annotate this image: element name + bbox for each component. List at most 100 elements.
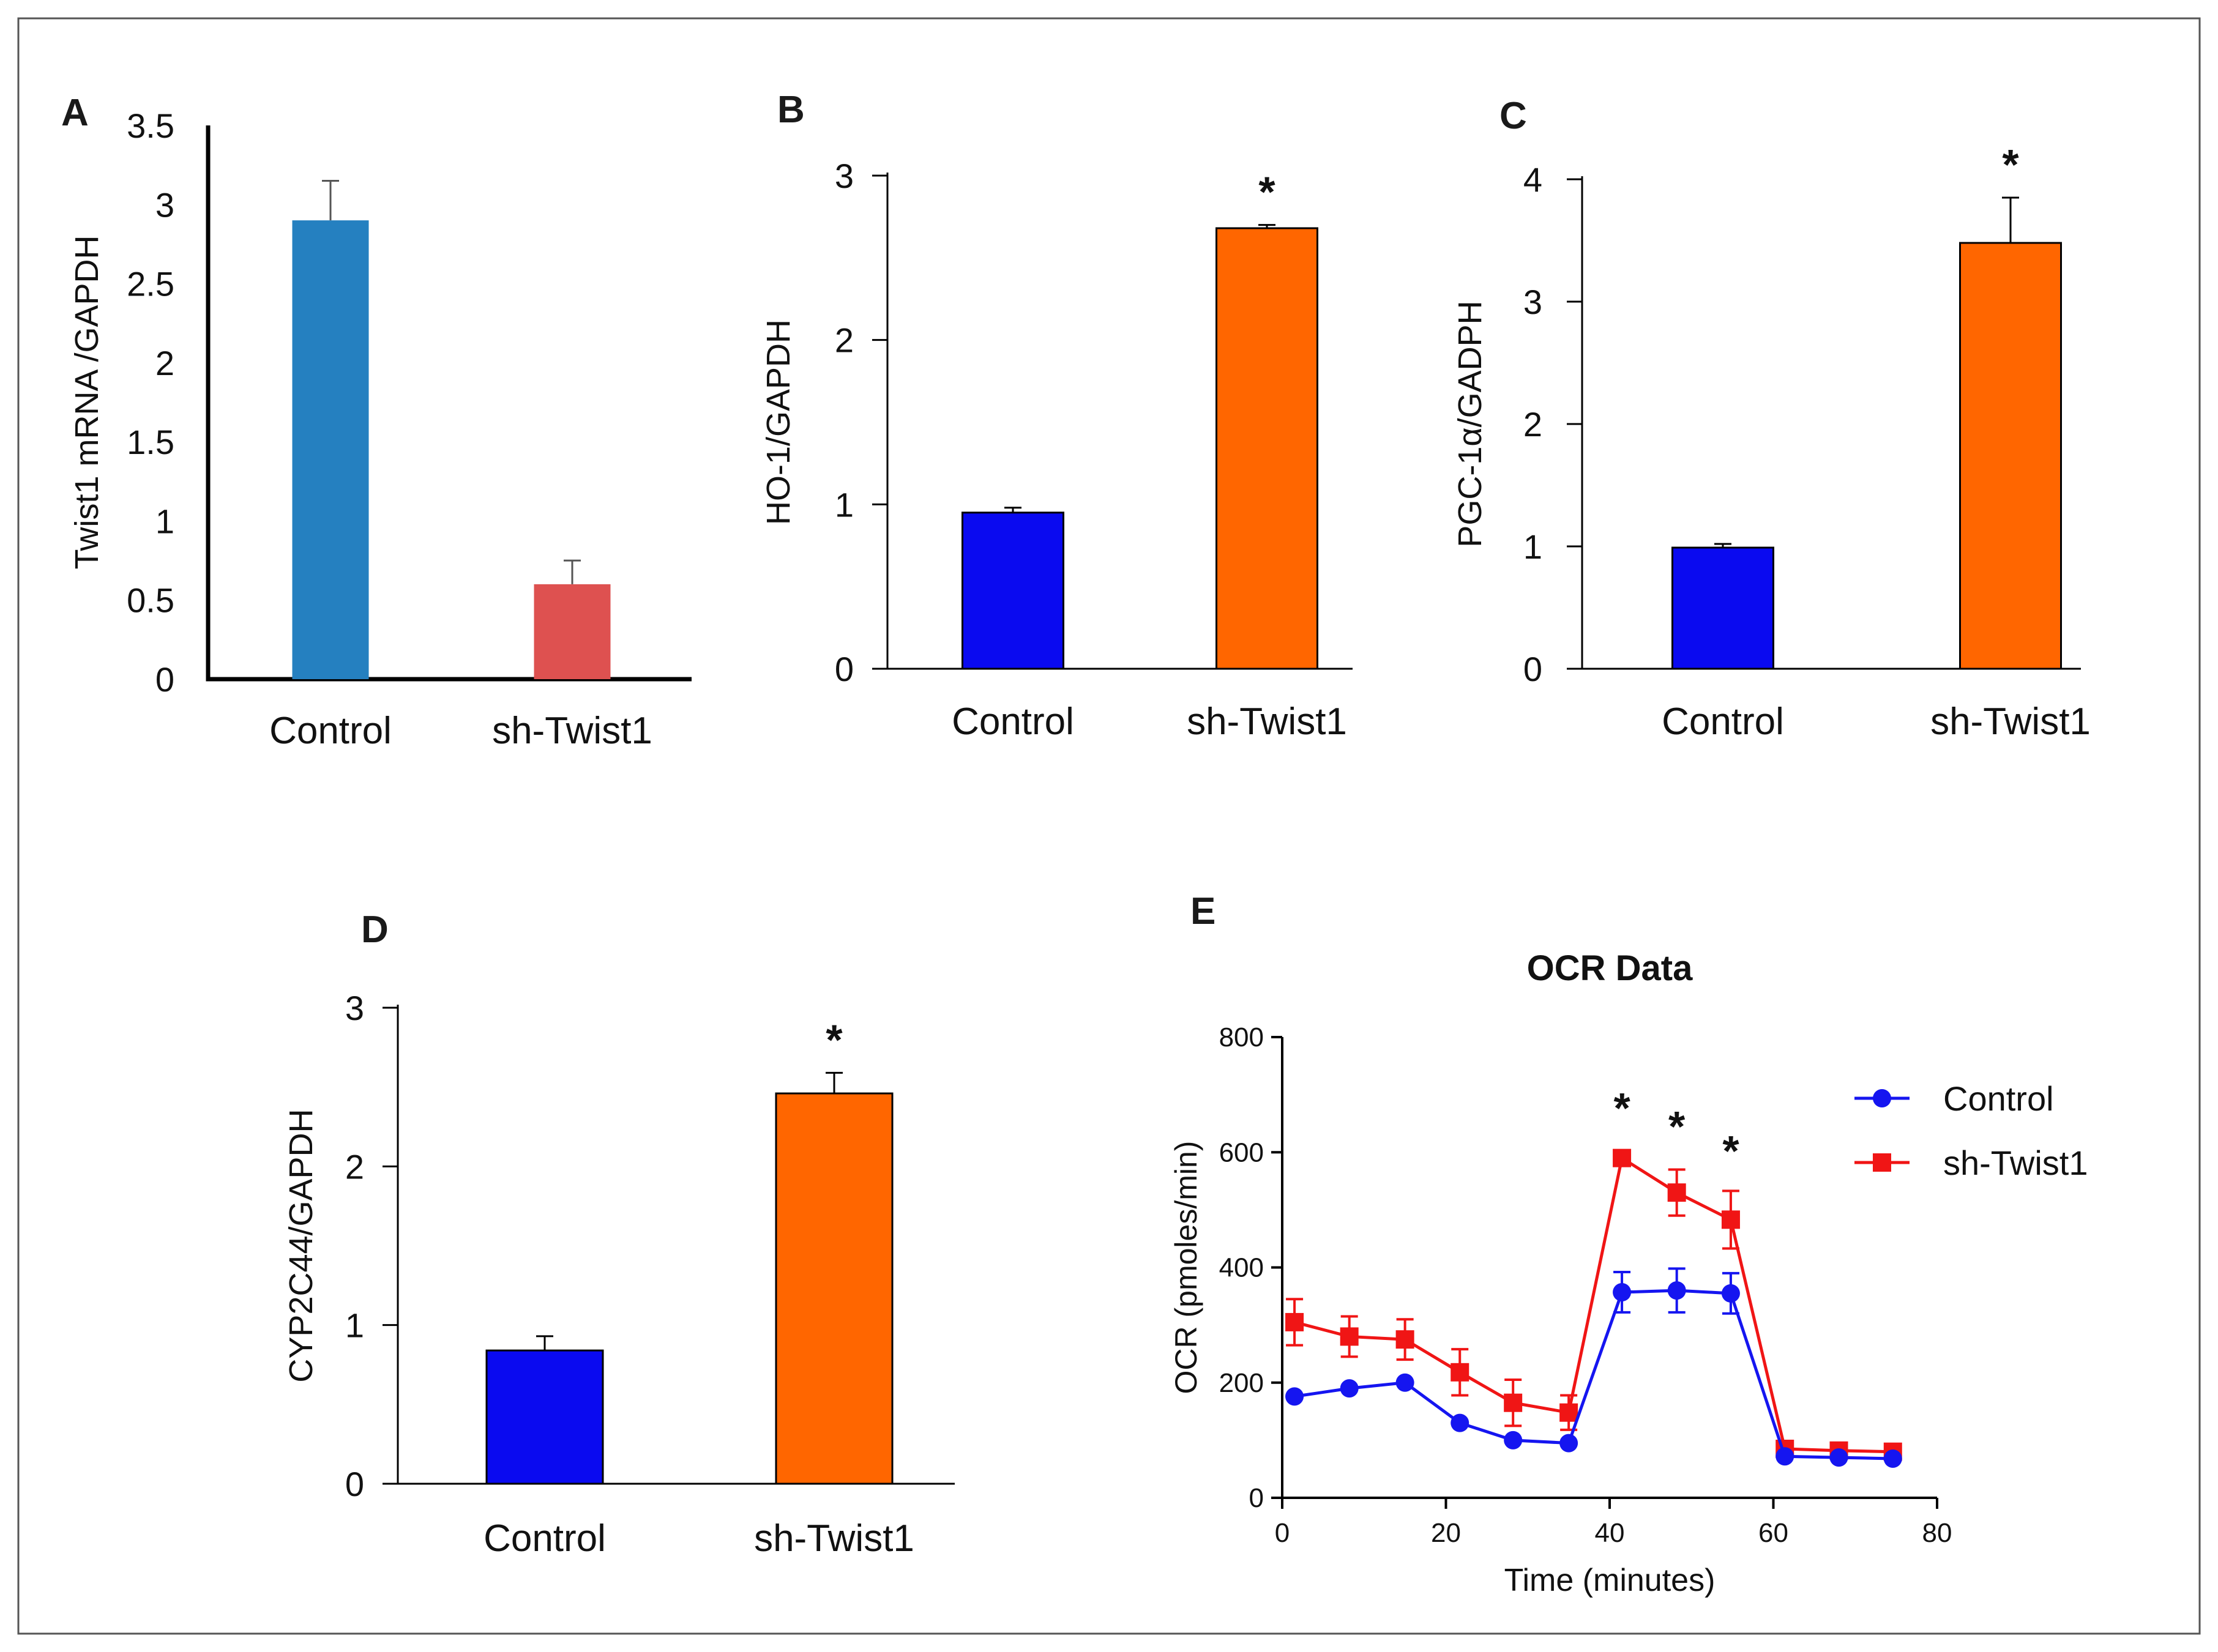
significance-marker: * [1258,168,1275,216]
data-point [1883,1449,1902,1468]
category-label: Control [1662,701,1784,743]
category-label: sh-Twist1 [754,1517,914,1560]
figure-border [17,17,2201,1635]
legend-marker [1873,1089,1891,1107]
panel-c: C 0 1 2 3 4 PGC-1α/GADPH Control sh-Twist1 * [1452,95,2091,743]
bar-control [292,220,369,680]
bar-control [962,512,1064,670]
significance-marker: * [1668,1103,1686,1150]
data-point [1721,1210,1740,1229]
y-tick-label: 3 [155,185,174,224]
legend: Control sh-Twist1 [1854,1079,2088,1182]
y-tick-label: 2 [155,344,174,382]
y-tick-label: 1 [835,485,854,524]
data-point [1395,1330,1414,1349]
x-tick-label: 20 [1431,1518,1461,1548]
y-axis-title: Twist1 mRNA /GAPDH [69,235,105,569]
panel-label-c: C [1499,95,1527,137]
x-axis-title: Time (minutes) [1504,1563,1716,1598]
data-point [1613,1148,1632,1167]
y-tick-label: 1 [1523,527,1542,566]
y-tick-label: 600 [1219,1137,1264,1167]
series-control [1285,1267,1902,1468]
bar-sh-twist1 [775,1092,894,1485]
data-point [1559,1403,1578,1422]
category-label: sh-Twist1 [492,710,652,752]
data-point [1340,1327,1359,1346]
data-point [1776,1447,1794,1466]
data-point [1721,1284,1740,1303]
y-tick-label: 0 [835,650,854,688]
x-tick-label: 60 [1758,1518,1788,1548]
y-tick-label: 1 [345,1306,364,1345]
y-axis-title: PGC-1α/GADPH [1452,300,1488,547]
bar-sh-twist1 [534,584,611,679]
series-sh-twist1 [1285,1148,1902,1461]
category-label: sh-Twist1 [1187,701,1347,743]
y-tick-label: 3.5 [127,106,174,145]
y-tick-label: 0.5 [127,581,174,620]
x-tick-label: 0 [1275,1518,1290,1548]
category-label: Control [952,701,1074,743]
y-axis-title: CYP2C44/GAPDH [283,1109,319,1382]
data-point [1340,1379,1359,1398]
y-tick-label: 400 [1219,1253,1264,1283]
significance-marker: * [1722,1127,1739,1175]
data-point [1613,1282,1632,1301]
y-tick-label: 0 [1523,650,1542,688]
y-tick-label: 1 [155,502,174,540]
data-point [1395,1373,1414,1392]
legend-marker [1873,1153,1891,1172]
y-tick-label: 4 [1523,160,1542,199]
y-tick-label: 2 [345,1147,364,1186]
panel-d: D 0 1 2 3 CYP2C44/GAPDH Control sh-Twist1 * [283,909,955,1560]
legend-label: Control [1943,1079,2054,1118]
bar-control [485,1349,604,1485]
y-axis-title: HO-1/GAPDH [760,319,797,525]
data-point [1667,1183,1686,1202]
category-label: Control [484,1517,606,1560]
data-point [1667,1281,1686,1300]
category-label: Control [269,710,392,752]
bar-sh-twist1 [1215,227,1318,670]
significance-marker: * [2002,141,2019,188]
significance-marker: * [1613,1084,1630,1132]
panel-label-e: E [1190,890,1215,932]
data-point [1451,1413,1469,1432]
panel-e: E OCR Data 0 200 400 600 800 0 20 40 60 80 Time (min… [1169,890,2088,1598]
data-point [1285,1312,1304,1331]
data-point [1504,1393,1523,1412]
panel-a: A 0 0.5 1 1.5 2 2.5 3 3.5 Twist1 mRNA /GAPDH Contr… [61,92,692,752]
legend-label: sh-Twist1 [1943,1144,2088,1182]
y-tick-label: 200 [1219,1368,1264,1398]
y-tick-label: 1.5 [127,423,174,461]
y-tick-label: 2 [1523,405,1542,444]
x-tick-label: 40 [1595,1518,1625,1548]
y-tick-label: 2.5 [127,265,174,303]
chart-title: OCR Data [1527,948,1693,988]
y-axis-title: OCR (pmoles/min) [1169,1141,1203,1394]
y-tick-label: 3 [345,989,364,1027]
data-point [1559,1434,1578,1453]
x-tick-label: 80 [1922,1518,1952,1548]
y-tick-label: 3 [1523,283,1542,321]
category-label: sh-Twist1 [1930,701,2091,743]
bar-control [1671,546,1774,670]
data-point [1451,1363,1469,1382]
y-tick-label: 0 [345,1465,364,1503]
data-point [1504,1431,1523,1449]
panel-label-b: B [777,89,805,131]
y-tick-label: 3 [835,157,854,195]
data-point [1285,1387,1304,1406]
panel-label-a: A [61,92,89,134]
y-tick-label: 0 [1249,1483,1264,1513]
panel-label-d: D [361,909,389,951]
panel-b: B 0 1 2 3 HO-1/GAPDH Control sh-Twist1 * [760,89,1353,743]
y-tick-label: 0 [155,660,174,699]
y-tick-label: 800 [1219,1022,1264,1052]
significance-marker: * [826,1016,843,1063]
data-point [1829,1448,1848,1467]
y-tick-label: 2 [835,321,854,360]
bar-sh-twist1 [1959,242,2062,670]
